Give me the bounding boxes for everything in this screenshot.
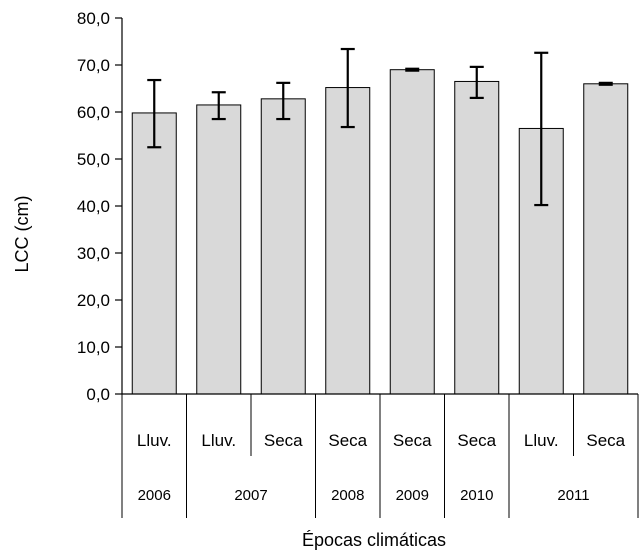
y-tick-label: 40,0 bbox=[77, 197, 110, 216]
year-label: 2009 bbox=[396, 487, 429, 504]
y-tick-label: 20,0 bbox=[77, 291, 110, 310]
y-tick-label: 10,0 bbox=[77, 338, 110, 357]
year-label: 2008 bbox=[331, 487, 364, 504]
y-axis-label: LCC (cm) bbox=[12, 196, 32, 273]
bar bbox=[260, 98, 306, 395]
x-axis-label: Épocas climáticas bbox=[302, 530, 446, 550]
year-label: 2010 bbox=[460, 487, 493, 504]
category-label: Lluv. bbox=[524, 431, 559, 450]
category-label: Seca bbox=[264, 431, 303, 450]
category-label: Lluv. bbox=[137, 431, 172, 450]
bar bbox=[583, 83, 629, 395]
bar bbox=[454, 80, 500, 395]
y-tick-label: 80,0 bbox=[77, 9, 110, 28]
year-label: 2006 bbox=[138, 487, 171, 504]
bar bbox=[325, 87, 371, 395]
category-label: Seca bbox=[586, 431, 625, 450]
y-axis: 0,0 10,0 20,0 30,0 40,0 50,0 60,0 70,0 80,0 bbox=[77, 9, 123, 404]
year-label: 2007 bbox=[234, 487, 267, 504]
bar bbox=[196, 104, 242, 395]
category-label: Lluv. bbox=[201, 431, 236, 450]
category-label: Seca bbox=[393, 431, 432, 450]
error-bars-layer bbox=[147, 47, 613, 207]
bar bbox=[389, 69, 435, 395]
y-tick-label: 60,0 bbox=[77, 103, 110, 122]
bars-layer bbox=[131, 69, 629, 395]
category-label: Seca bbox=[457, 431, 496, 450]
y-tick-label: 50,0 bbox=[77, 150, 110, 169]
y-tick-label: 0,0 bbox=[86, 385, 110, 404]
y-tick-label: 70,0 bbox=[77, 56, 110, 75]
year-label: 2011 bbox=[557, 487, 589, 504]
category-label: Seca bbox=[328, 431, 367, 450]
y-tick-label: 30,0 bbox=[77, 244, 110, 263]
x-axis-table: Lluv. Lluv. Seca Seca Seca Seca Lluv. Seca 2006 2… bbox=[121, 393, 639, 518]
bar bbox=[131, 112, 177, 395]
